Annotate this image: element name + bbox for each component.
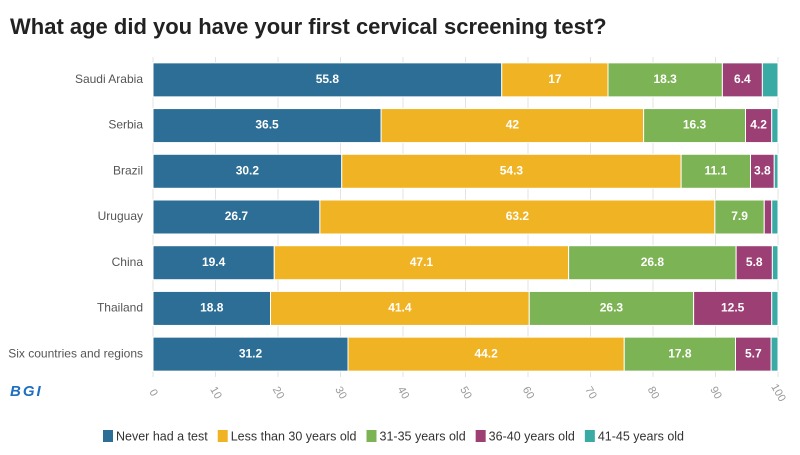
- legend-label: 41-45 years old: [598, 429, 684, 443]
- bar-segment: [714, 199, 765, 235]
- data-label: 63.2: [506, 209, 530, 223]
- data-label: 18.3: [654, 72, 678, 86]
- data-label: 17: [548, 72, 562, 86]
- bar-segment: [152, 336, 349, 372]
- y-tick-label: Serbia: [108, 118, 143, 132]
- data-label: 54.3: [500, 163, 524, 177]
- x-tick-label: 50: [457, 385, 474, 402]
- bar-segment: [761, 62, 779, 98]
- data-label: 5.8: [746, 255, 763, 269]
- data-label: 16.3: [683, 118, 707, 132]
- bar-segment: [770, 336, 779, 372]
- bar-segment: [152, 108, 382, 144]
- bar-segment: [763, 199, 773, 235]
- data-label: 19.4: [202, 255, 226, 269]
- x-tick-label: 40: [395, 385, 412, 402]
- bar-segment: [152, 199, 321, 235]
- x-tick-label: 90: [707, 385, 724, 402]
- data-label: 36.5: [255, 118, 279, 132]
- bar-segment: [735, 245, 773, 281]
- data-label: 31.2: [239, 346, 263, 360]
- y-tick-label: Brazil: [113, 163, 143, 177]
- y-tick-label: Thailand: [97, 301, 143, 315]
- legend-swatch: [366, 430, 377, 442]
- bar-segment: [273, 245, 570, 281]
- data-label: 18.8: [200, 301, 224, 315]
- bar-segment: [773, 153, 779, 189]
- data-label: 4.2: [750, 118, 767, 132]
- x-tick-label: 20: [270, 385, 287, 402]
- x-tick-label: 100: [768, 382, 788, 404]
- legend-swatch: [584, 430, 595, 442]
- legend-swatch: [475, 430, 486, 442]
- bar-segment: [771, 245, 779, 281]
- bar-segment: [152, 245, 275, 281]
- data-label: 5.7: [745, 346, 762, 360]
- y-tick-label: Uruguay: [98, 209, 143, 223]
- bar-segment: [152, 62, 503, 98]
- legend-label: 36-40 years old: [489, 429, 575, 443]
- bar-segment: [643, 108, 746, 144]
- bar-segment: [568, 245, 737, 281]
- legend-swatch: [217, 430, 228, 442]
- y-tick-label: Saudi Arabia: [75, 72, 143, 86]
- data-label: 42: [506, 118, 520, 132]
- data-label: 3.8: [754, 163, 771, 177]
- bar-segment: [501, 62, 609, 98]
- bar-segment: [721, 62, 763, 98]
- legend-label: Never had a test: [116, 429, 208, 443]
- x-tick-label: 30: [332, 385, 349, 402]
- data-label: 26.8: [641, 255, 665, 269]
- chart-title: What age did you have your first cervica…: [10, 14, 607, 39]
- data-label: 44.2: [474, 346, 498, 360]
- data-label: 41.4: [388, 301, 412, 315]
- bar-segment: [771, 108, 779, 144]
- legend-label: Less than 30 years old: [231, 429, 357, 443]
- bar-segment: [771, 290, 779, 326]
- bar-segment: [341, 153, 682, 189]
- y-tick-label: China: [112, 255, 144, 269]
- data-label: 6.4: [734, 72, 751, 86]
- y-tick-label: Six countries and regions: [8, 346, 143, 360]
- data-label: 11.1: [704, 163, 727, 177]
- bar-segment: [623, 336, 736, 372]
- x-tick-label: 10: [207, 385, 224, 402]
- data-label: 17.8: [668, 346, 692, 360]
- x-tick-label: 0: [146, 387, 159, 398]
- x-tick-label: 70: [582, 385, 599, 402]
- legend-label: 31-35 years old: [380, 429, 466, 443]
- bar-segment: [528, 290, 695, 326]
- data-label: 7.9: [731, 209, 748, 223]
- bar-segment: [347, 336, 625, 372]
- data-label: 30.2: [236, 163, 260, 177]
- bar-segment: [771, 199, 779, 235]
- x-tick-label: 80: [645, 385, 662, 402]
- data-label: 47.1: [410, 255, 434, 269]
- bar-segment: [735, 336, 772, 372]
- x-tick-label: 60: [520, 385, 537, 402]
- data-label: 26.3: [600, 301, 624, 315]
- bar-segment: [270, 290, 530, 326]
- bar-segment: [319, 199, 716, 235]
- data-label: 12.5: [721, 301, 745, 315]
- data-label: 26.7: [225, 209, 249, 223]
- bar-segment: [680, 153, 751, 189]
- bar-segment: [380, 108, 645, 144]
- legend-swatch: [103, 430, 113, 442]
- data-label: 55.8: [316, 72, 340, 86]
- logo: BGI: [10, 383, 43, 400]
- bar-segment: [152, 153, 343, 189]
